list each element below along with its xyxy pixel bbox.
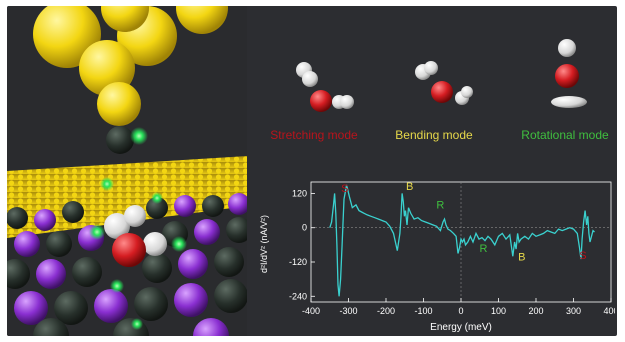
green-glow (130, 127, 148, 145)
x-axis-ticks: -400 -300 -200 -100 0 100 200 300 400 (302, 298, 615, 316)
green-glow (151, 192, 163, 204)
left-scene (7, 6, 247, 336)
peak-annotations: S B R R B S (341, 181, 586, 264)
x-tick-label: -300 (339, 306, 357, 316)
y-axis-label: d²I/dV² (nA/V²) (259, 215, 269, 273)
green-glow (100, 177, 114, 191)
x-tick-label: -100 (414, 306, 432, 316)
stretching-mode-molecule (296, 62, 354, 112)
stretching-mode-label: Stretching mode (270, 128, 358, 142)
y-tick-label: 0 (302, 223, 307, 233)
figure-panel: Stretching mode Bending mode Rotational … (7, 6, 617, 336)
peak-label: S (341, 183, 348, 195)
green-glow (89, 224, 105, 240)
y-tick-label: 120 (292, 188, 307, 198)
gold-atom (101, 6, 149, 32)
green-glow (171, 236, 187, 252)
rotational-mode-molecule (551, 39, 587, 108)
x-tick-label: 200 (528, 306, 543, 316)
bending-mode-molecule (415, 61, 473, 105)
peak-label: S (579, 250, 586, 262)
x-tick-label: 300 (566, 306, 581, 316)
x-tick-label: 0 (458, 306, 463, 316)
peak-label: B (518, 252, 525, 264)
x-axis-label: Energy (meV) (430, 322, 492, 332)
gold-atom (97, 82, 141, 126)
substrate-lattice (7, 193, 247, 336)
peak-label: R (436, 199, 444, 211)
gold-atom (79, 40, 135, 96)
tip-molecule-atom (106, 126, 134, 154)
series-line (329, 184, 595, 297)
stm-tip-illustration (7, 6, 587, 336)
y-axis-ticks: 120 0 -120 -240 (289, 188, 315, 301)
y-tick-label: -240 (289, 291, 307, 301)
green-glow (131, 318, 143, 330)
x-tick-label: 100 (491, 306, 506, 316)
rotational-mode-label: Rotational mode (521, 128, 609, 142)
peak-label: R (480, 243, 488, 255)
x-tick-label: -400 (302, 306, 320, 316)
water-molecule-on-surface (104, 205, 167, 267)
x-tick-label: 400 (603, 306, 615, 316)
y-tick-label: -120 (289, 257, 307, 267)
green-glow (110, 279, 124, 293)
gold-atom (176, 6, 228, 34)
bending-mode-label: Bending mode (395, 128, 473, 142)
peak-label: B (406, 181, 413, 193)
x-tick-label: -200 (377, 306, 395, 316)
spectrum-chart: 120 0 -120 -240 -400 -300 -200 -100 0 100 200 300 4… (259, 181, 615, 332)
